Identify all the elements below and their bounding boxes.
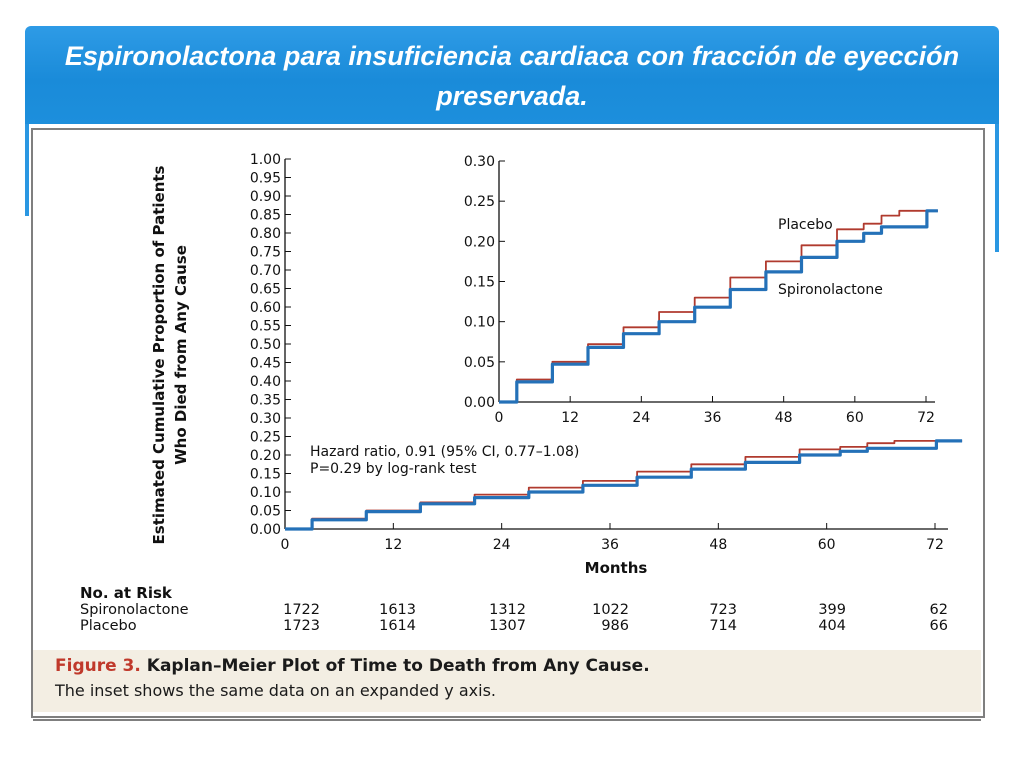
x-tick-label: 0 (495, 410, 504, 426)
banner-right-edge (995, 124, 999, 252)
risk-value: 1307 (489, 618, 526, 634)
y-tick-label: 0.10 (250, 485, 281, 501)
risk-value: 723 (709, 602, 737, 618)
x-tick-label: 12 (384, 537, 402, 553)
series-line-spironolactone (285, 439, 963, 531)
series-line-spironolactone (499, 209, 938, 404)
y-tick-label: 0.20 (464, 234, 495, 250)
y-axis-title-line-2: Who Died from Any Cause (172, 245, 190, 465)
y-tick-label: 0.35 (250, 393, 281, 409)
y-tick-label: 0.75 (250, 245, 281, 261)
main-chart: 0.00 0.05 0.10 0.15 0.20 0.25 0.30 0.35 0.40 0.45… (150, 152, 963, 577)
risk-value: 714 (709, 618, 737, 634)
x-tick-label: 24 (632, 410, 650, 426)
y-tick-label: 0.05 (250, 504, 281, 520)
caption-figure-label: Figure 3. (55, 656, 141, 676)
risk-value: 399 (818, 602, 846, 618)
p-value-annotation: P=0.29 by log-rank test (310, 461, 477, 477)
inset-chart: 0.00 0.05 0.10 0.15 0.20 0.25 0.30 0 12 24 36 48 60 7… (464, 154, 938, 426)
caption-text: The inset shows the same data on an expa… (55, 681, 496, 700)
y-tick-label: 0.25 (464, 194, 495, 210)
x-tick-label: 60 (818, 537, 836, 553)
y-tick-label: 0.15 (464, 275, 495, 291)
y-tick-label: 0.70 (250, 263, 281, 279)
risk-row-spironolactone: Spironolactone 1722 1613 1312 1022 723 3… (80, 602, 960, 619)
spironolactone-curve-label: Spironolactone (778, 282, 883, 298)
y-tick-label: 0.00 (250, 522, 281, 538)
y-tick-label: 0.05 (464, 355, 495, 371)
y-tick-label: 0.00 (464, 395, 495, 411)
title-banner (25, 26, 999, 124)
figure-caption: Figure 3. Kaplan–Meier Plot of Time to D… (33, 650, 981, 712)
y-tick-label: 0.30 (464, 154, 495, 170)
y-tick-label: 0.25 (250, 430, 281, 446)
y-tick-label: 0.85 (250, 208, 281, 224)
slide-title: Espironolactona para insuficiencia cardi… (64, 41, 960, 111)
y-tick-label: 0.55 (250, 319, 281, 335)
risk-value: 404 (818, 618, 846, 634)
y-tick-label: 0.90 (250, 189, 281, 205)
y-tick-label: 0.30 (250, 411, 281, 427)
x-tick-label: 24 (493, 537, 511, 553)
y-tick-label: 0.40 (250, 374, 281, 390)
risk-value: 986 (601, 618, 629, 634)
risk-value: 62 (929, 602, 948, 618)
x-tick-label: 0 (281, 537, 290, 553)
y-tick-label: 0.10 (464, 315, 495, 331)
y-axis-title: Estimated Cumulative Proportion of Patie… (150, 165, 190, 544)
risk-value: 1614 (379, 618, 416, 634)
y-tick-label: 0.65 (250, 282, 281, 298)
x-axis-title: Months (585, 559, 648, 577)
y-tick-label: 1.00 (250, 152, 281, 168)
risk-table-heading: No. at Risk (80, 584, 172, 602)
risk-group-label: Spironolactone (80, 602, 189, 618)
x-tick-label: 48 (709, 537, 727, 553)
y-tick-label: 0.45 (250, 356, 281, 372)
y-tick-label: 0.60 (250, 300, 281, 316)
risk-group-label: Placebo (80, 618, 137, 634)
y-axis-title-line-1: Estimated Cumulative Proportion of Patie… (150, 165, 168, 544)
y-tick-label: 0.95 (250, 171, 281, 187)
bottom-divider (33, 719, 981, 721)
caption-title-line: Figure 3. Kaplan–Meier Plot of Time to D… (55, 656, 650, 676)
risk-value: 1613 (379, 602, 416, 618)
x-tick-label: 12 (561, 410, 579, 426)
x-tick-label: 36 (601, 537, 619, 553)
risk-value: 66 (929, 618, 948, 634)
y-tick-label: 0.20 (250, 448, 281, 464)
risk-row-placebo: Placebo 1723 1614 1307 986 714 404 66 (80, 618, 960, 635)
risk-value: 1312 (489, 602, 526, 618)
placebo-curve-label: Placebo (778, 217, 833, 233)
y-tick-label: 0.80 (250, 226, 281, 242)
risk-value: 1022 (592, 602, 629, 618)
x-tick-label: 60 (846, 410, 864, 426)
hazard-ratio-annotation: Hazard ratio, 0.91 (95% CI, 0.77–1.08) (310, 444, 579, 460)
banner-left-edge (25, 124, 29, 216)
caption-title: Kaplan–Meier Plot of Time to Death from … (146, 656, 650, 676)
x-tick-label: 36 (704, 410, 722, 426)
y-tick-label: 0.50 (250, 337, 281, 353)
risk-value: 1722 (283, 602, 320, 618)
y-tick-label: 0.15 (250, 467, 281, 483)
risk-value: 1723 (283, 618, 320, 634)
x-tick-label: 72 (917, 410, 935, 426)
x-tick-label: 48 (775, 410, 793, 426)
figure-frame (31, 128, 985, 718)
x-tick-label: 72 (926, 537, 944, 553)
